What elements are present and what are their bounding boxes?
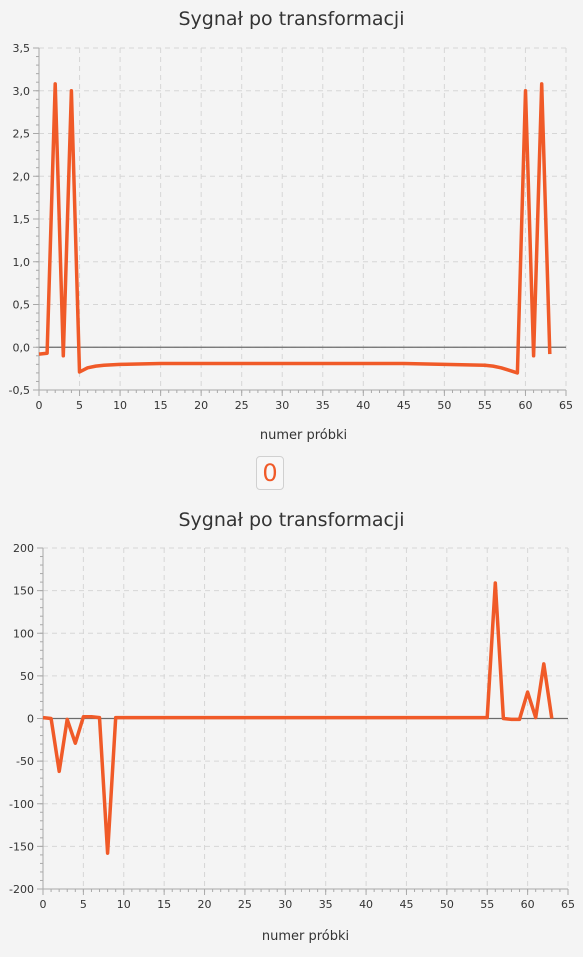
chart-1-x-tick-label: 45 [397, 399, 411, 412]
chart-2-x-tick-label: 5 [80, 898, 87, 911]
chart-1-x-tick-label: 65 [559, 399, 573, 412]
chart-2-y-tick-label: 50 [20, 670, 34, 683]
chart-1-y-tick-label: 3,0 [13, 85, 31, 98]
chart-1-plot: -0,5 0,0 0,5 1,0 1,5 2,0 2,5 3,0 3,5 0 5 10 15 20 25 30… [9, 42, 573, 412]
chart-1-x-tick-label: 60 [518, 399, 532, 412]
chart-1-x-tick-label: 40 [356, 399, 370, 412]
chart-1-x-tick-label: 10 [113, 399, 127, 412]
chart-1-x-tick-label: 15 [154, 399, 168, 412]
chart-2-x-tick-label: 10 [117, 898, 131, 911]
chart-1-y-tick-label: 2,5 [13, 128, 31, 141]
sample-index-button[interactable]: 0 [256, 456, 284, 490]
chart-1-y-tick-label: 3,5 [13, 42, 31, 55]
chart-2-x-tick-label: 0 [40, 898, 47, 911]
chart-2-y-tick-label: -200 [9, 883, 34, 896]
chart-1-y-tick-label: 2,0 [13, 170, 31, 183]
chart-2-y-tick-label: 100 [13, 627, 34, 640]
chart-1-x-tick-label: 25 [235, 399, 249, 412]
chart-1-x-tick-label: 35 [316, 399, 330, 412]
chart-1-y-tick-label: -0,5 [9, 384, 30, 397]
chart-1-x-tick-label: 5 [76, 399, 83, 412]
chart-2-y-tick-label: 200 [13, 542, 34, 555]
chart-2-title: Sygnał po transformacji [178, 509, 405, 531]
chart-1-x-tick-label: 20 [194, 399, 208, 412]
chart-2-x-tick-label: 30 [278, 898, 292, 911]
chart-1-x-tick-label: 0 [36, 399, 43, 412]
chart-2-x-tick-label: 40 [359, 898, 373, 911]
chart-2-x-tick-label: 55 [480, 898, 494, 911]
chart-2-x-tick-label: 60 [521, 898, 535, 911]
chart-2-y-tick-label: -50 [16, 755, 34, 768]
chart-2-y-tick-label: -150 [9, 840, 34, 853]
chart-2-x-tick-label: 65 [561, 898, 575, 911]
chart-2-y-tick-label: 150 [13, 585, 34, 598]
chart-2-x-tick-label: 35 [319, 898, 333, 911]
chart-1-y-tick-label: 1,5 [13, 213, 31, 226]
chart-2-plot: -200 -150 -100 -50 0 50 100 150 200 0 5 10 15 20 25 30 3… [9, 542, 575, 911]
chart-2-x-axis-label: numer próbki [261, 929, 350, 944]
chart-2-x-tick-label: 15 [157, 898, 171, 911]
chart-2-x-tick-label: 50 [440, 898, 454, 911]
chart-1-y-tick-label: 0,0 [13, 341, 31, 354]
chart-1-y-tick-label: 1,0 [13, 256, 31, 269]
chart-1-y-tick-label: 0,5 [13, 299, 31, 312]
chart-1-title: Sygnał po transformacji [178, 8, 405, 30]
chart-2-x-tick-label: 25 [238, 898, 252, 911]
chart-2-x-tick-label: 45 [399, 898, 413, 911]
chart-1-x-axis-label: numer próbki [259, 428, 348, 443]
chart-1-x-tick-label: 50 [437, 399, 451, 412]
chart-1-x-tick-label: 55 [478, 399, 492, 412]
chart-2-series-line-1 [42, 581, 554, 855]
chart-2-x-tick-label: 20 [198, 898, 212, 911]
chart-2-y-tick-label: -100 [9, 798, 34, 811]
chart-2-y-tick-label: 0 [27, 713, 34, 726]
chart-1-series-line-1 [38, 82, 552, 375]
chart-1-x-tick-label: 30 [275, 399, 289, 412]
